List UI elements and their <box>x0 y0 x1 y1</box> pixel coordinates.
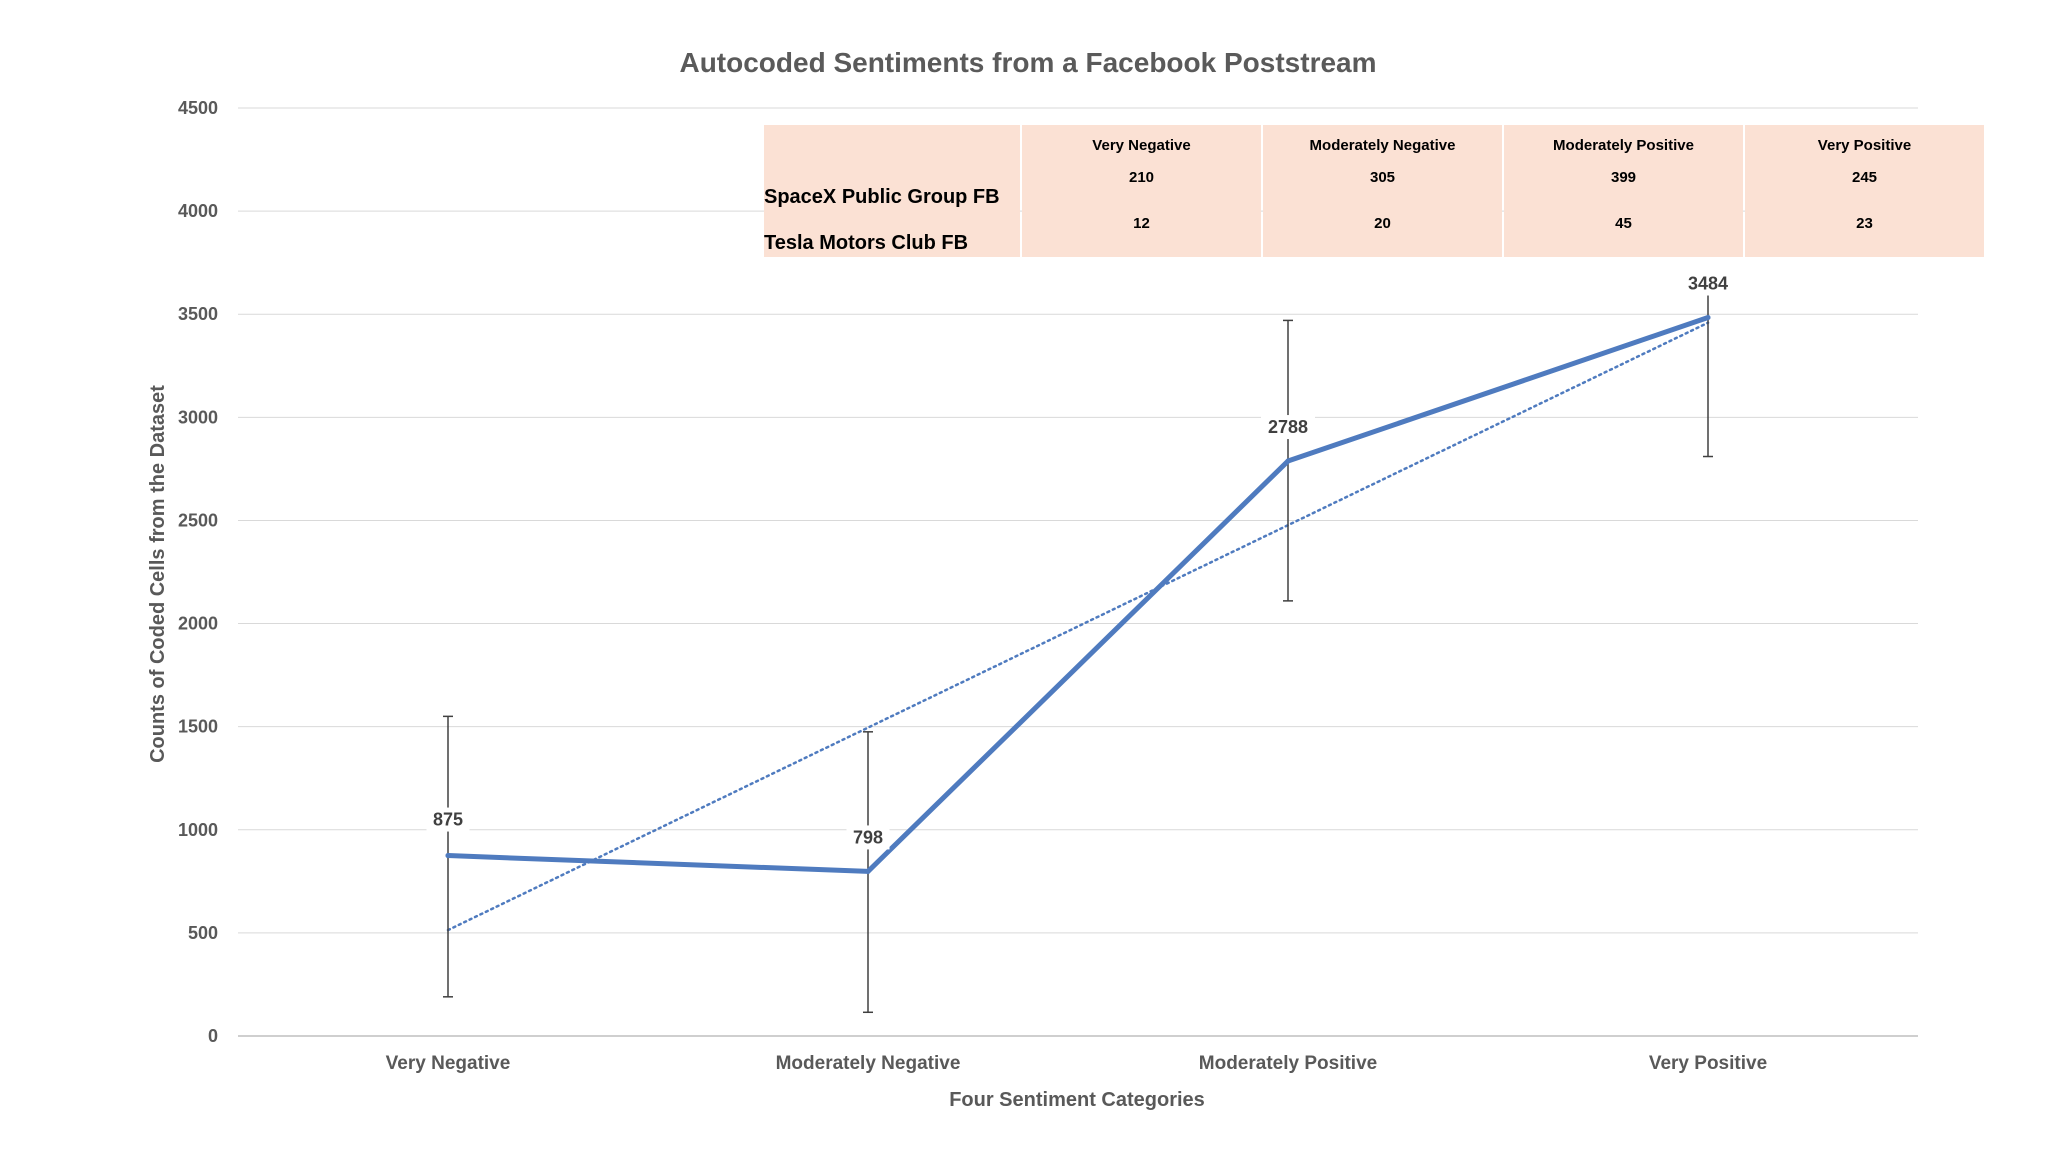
error-bar <box>1703 284 1713 458</box>
y-tick-label: 2000 <box>178 614 218 634</box>
data-label-background <box>426 807 470 832</box>
trendline-path <box>446 321 1710 932</box>
y-tick-label: 3500 <box>178 304 218 324</box>
data-point <box>445 853 451 859</box>
data-table-cell: 45 <box>1504 211 1743 257</box>
x-tick-label: Very Negative <box>386 1053 511 1074</box>
data-labels: 875 798 2788 3484 <box>426 271 1735 850</box>
series-line <box>445 315 1711 874</box>
data-label-background <box>1681 271 1735 296</box>
x-axis-ticks: Very Negative Moderately Negative Moderate… <box>386 1053 1767 1074</box>
gridlines <box>238 107 1918 1037</box>
data-table-cell: 23 <box>1745 211 1984 257</box>
data-table-row-label: SpaceX Public Group FB <box>764 165 1020 211</box>
data-table-header: Very Positive <box>1745 125 1984 165</box>
data-point <box>1705 315 1711 321</box>
data-label: 3484 <box>1688 274 1728 294</box>
data-table-corner <box>764 125 1020 165</box>
data-table: Very Negative Moderately Negative Modera… <box>762 125 1986 257</box>
data-table-cell: 305 <box>1263 165 1502 211</box>
y-tick-label: 4500 <box>178 98 218 118</box>
data-point <box>865 868 871 874</box>
data-table-cell: 399 <box>1504 165 1743 211</box>
x-tick-label: Moderately Negative <box>776 1053 961 1074</box>
trendline <box>446 321 1710 932</box>
y-axis-label: Counts of Coded Cells from the Dataset <box>147 385 169 763</box>
error-bars <box>443 284 1713 1014</box>
y-tick-label: 1000 <box>178 820 218 840</box>
data-label-group: 3484 <box>1681 271 1735 296</box>
data-table-row: SpaceX Public Group FB 210 305 399 245 <box>764 165 1984 211</box>
y-tick-label: 4000 <box>178 201 218 221</box>
data-label-group: 875 <box>426 807 470 832</box>
data-table-header: Very Negative <box>1022 125 1261 165</box>
data-label: 875 <box>433 810 463 830</box>
data-table-header-row: Very Negative Moderately Negative Modera… <box>764 125 1984 165</box>
data-label: 798 <box>853 827 883 847</box>
data-table-header: Moderately Positive <box>1504 125 1743 165</box>
y-tick-label: 2500 <box>178 510 218 530</box>
data-label: 2788 <box>1268 417 1308 437</box>
y-axis-ticks: 0 500 1000 1500 2000 2500 3000 3500 4000 4500 <box>178 98 218 1046</box>
data-table-header: Moderately Negative <box>1263 125 1502 165</box>
data-label-group: 798 <box>846 825 890 850</box>
data-table-cell: 245 <box>1745 165 1984 211</box>
data-table-cell: 20 <box>1263 211 1502 257</box>
y-tick-label: 3000 <box>178 407 218 427</box>
data-label-background <box>1261 415 1315 440</box>
data-table-row-label: Tesla Motors Club FB <box>764 211 1020 257</box>
data-label-background <box>846 825 890 850</box>
data-table-cell: 12 <box>1022 211 1261 257</box>
data-point <box>1285 458 1291 464</box>
data-table-cell: 210 <box>1022 165 1261 211</box>
y-tick-label: 1500 <box>178 717 218 737</box>
x-axis-label: Four Sentiment Categories <box>949 1089 1205 1111</box>
x-tick-label: Moderately Positive <box>1199 1053 1377 1074</box>
data-label-group: 2788 <box>1261 415 1315 440</box>
y-tick-label: 500 <box>188 923 218 943</box>
chart-title: Autocoded Sentiments from a Facebook Pos… <box>679 47 1376 78</box>
series-line-path <box>445 315 1711 874</box>
x-tick-label: Very Positive <box>1649 1053 1767 1074</box>
data-table-row: Tesla Motors Club FB 12 20 45 23 <box>764 211 1984 257</box>
y-tick-label: 0 <box>208 1026 218 1046</box>
